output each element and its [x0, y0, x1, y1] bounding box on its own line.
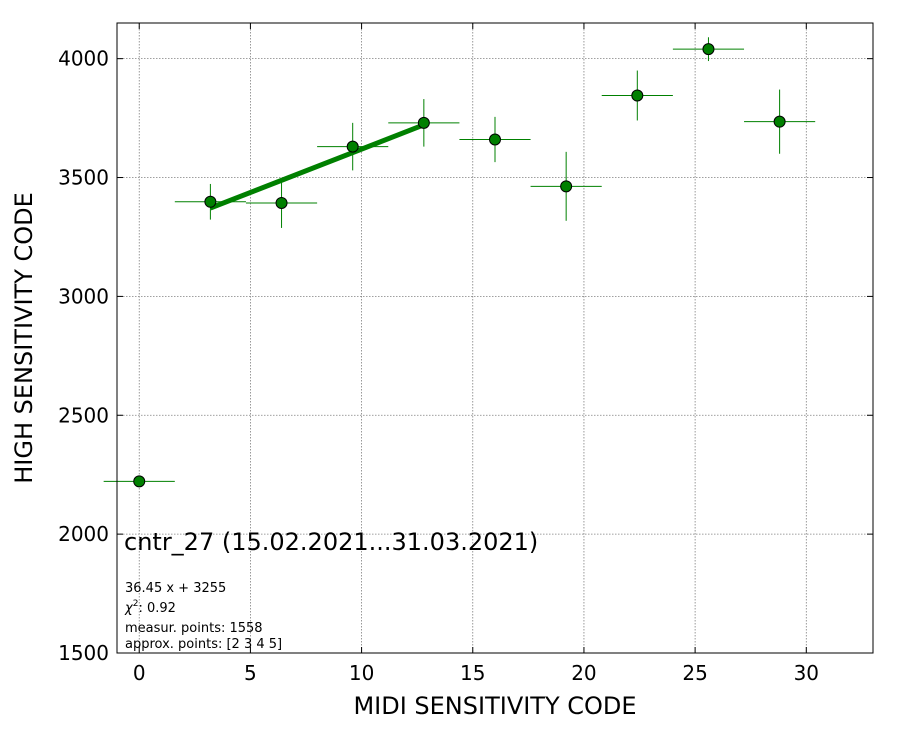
y-tick-label: 2500	[58, 403, 109, 427]
tick-labels: 0 5 10 15 20 25 30 1500 2000 2500 3000 3500 4000	[58, 47, 819, 685]
data-point	[631, 89, 644, 102]
x-tick-label: 0	[133, 661, 146, 685]
grid-lines	[117, 23, 873, 653]
y-tick-label: 2000	[58, 522, 109, 546]
x-tick-label: 5	[244, 661, 257, 685]
data-point	[133, 475, 146, 488]
chi-square: χ2: 0.92	[124, 599, 176, 616]
fit-line-layer	[209, 122, 425, 211]
axis-ticks	[117, 23, 873, 654]
data-point	[346, 140, 359, 153]
x-axis-label: MIDI SENSITIVITY CODE	[353, 692, 636, 720]
fit-line	[209, 122, 425, 211]
x-tick-label: 10	[349, 661, 374, 685]
y-axis-label: HIGH SENSITIVITY CODE	[10, 192, 38, 484]
y-tick-label: 4000	[58, 47, 109, 71]
chi-square-value: : 0.92	[138, 601, 175, 616]
chart-title: cntr_27 (15.02.2021...31.03.2021)	[124, 528, 538, 556]
x-tick-label: 20	[571, 661, 596, 685]
x-tick-label: 30	[794, 661, 819, 685]
data-point	[275, 196, 288, 209]
approx-points: approx. points: [2 3 4 5]	[125, 637, 282, 652]
x-tick-label: 15	[460, 661, 485, 685]
data-point	[773, 115, 786, 128]
data-point	[204, 195, 217, 208]
data-point	[417, 116, 430, 129]
y-tick-label: 3000	[58, 284, 109, 308]
plot-frame	[116, 22, 874, 654]
y-tick-label: 1500	[58, 641, 109, 665]
data-point	[489, 133, 501, 146]
data-markers	[133, 43, 786, 488]
y-tick-label: 3500	[58, 166, 109, 190]
data-point	[560, 180, 573, 193]
x-tick-label: 25	[682, 661, 707, 685]
fit-equation: 36.45 x + 3255	[125, 581, 226, 596]
measur-points: measur. points: 1558	[125, 621, 263, 636]
data-point	[702, 43, 715, 56]
